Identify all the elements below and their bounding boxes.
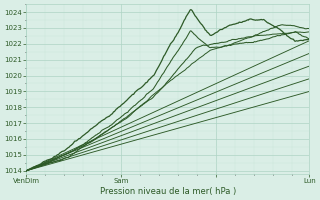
X-axis label: Pression niveau de la mer( hPa ): Pression niveau de la mer( hPa ): [100, 187, 236, 196]
